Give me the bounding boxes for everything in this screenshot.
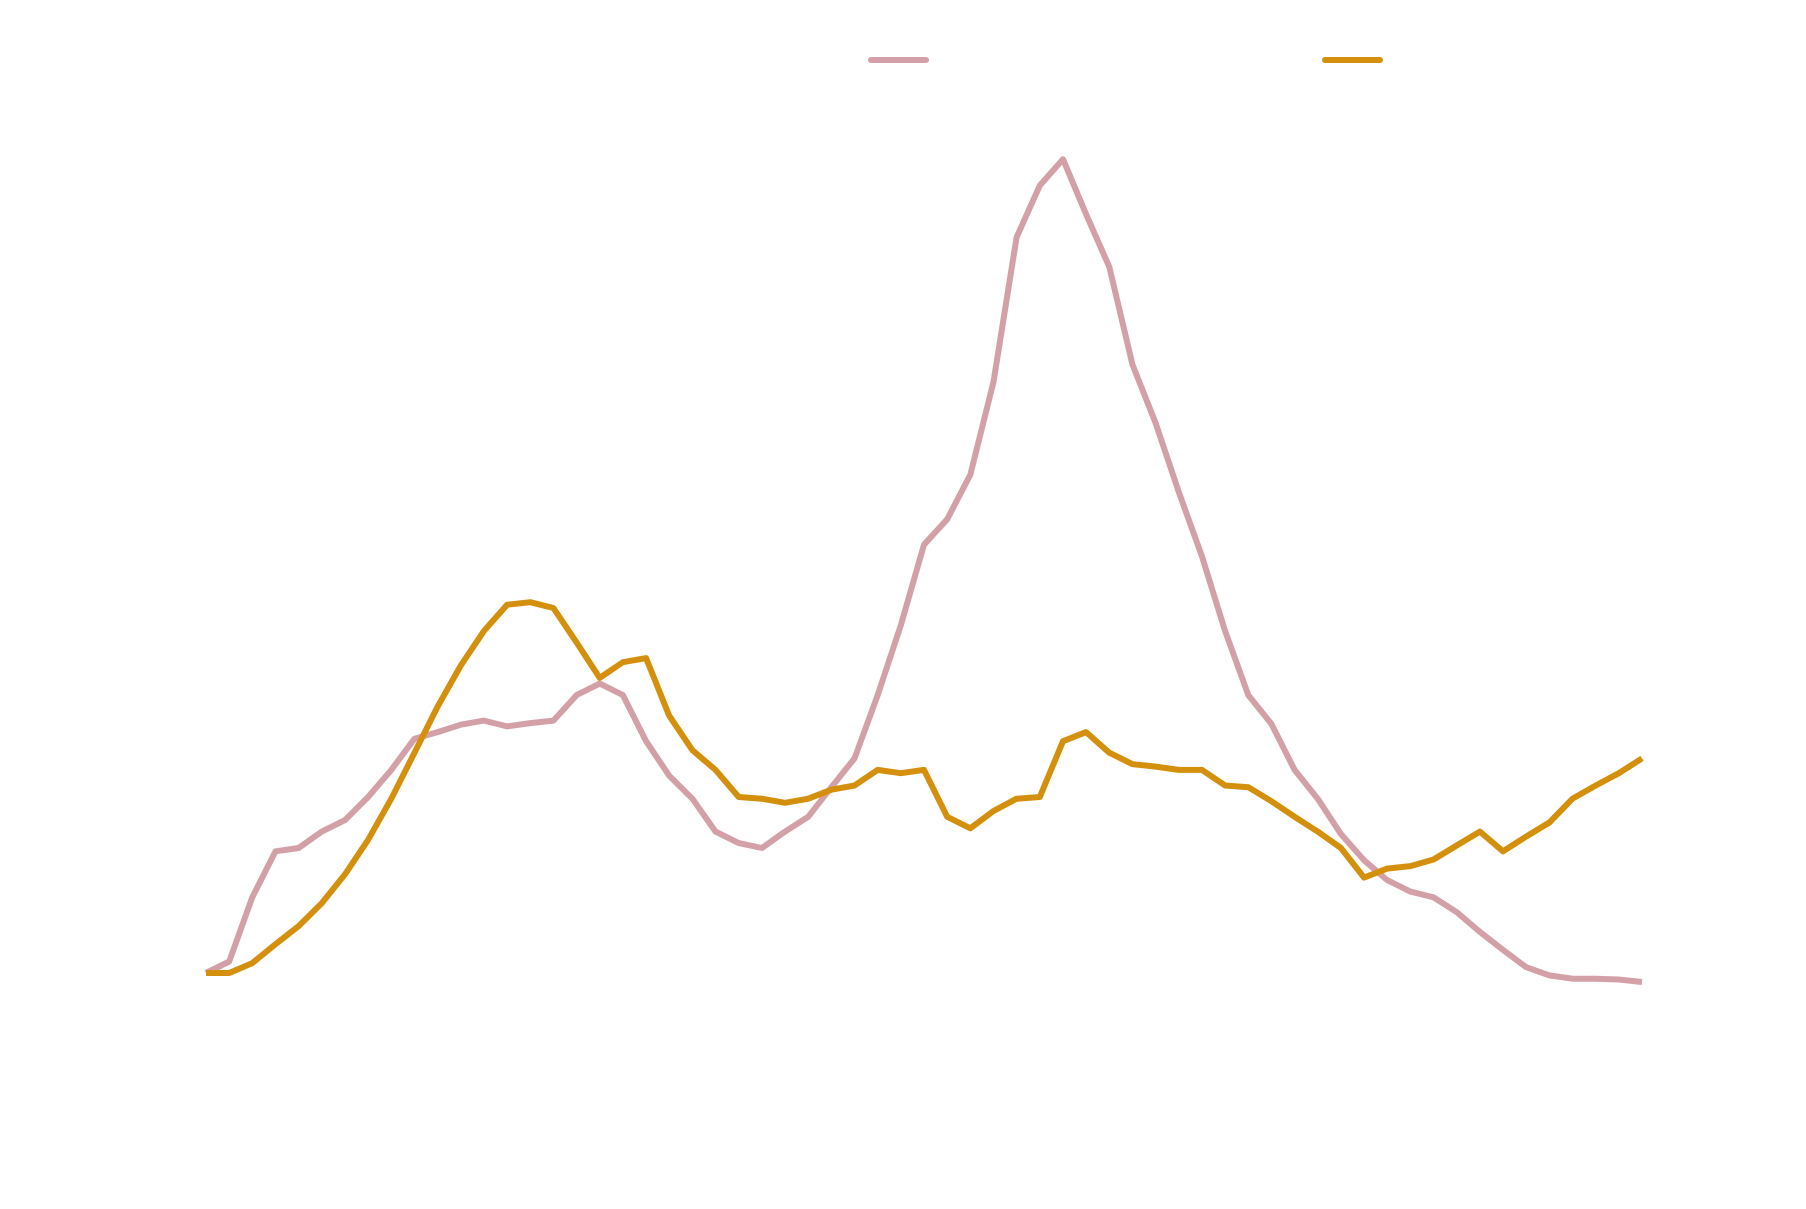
data-line (204, 156, 1643, 985)
data-line (206, 599, 1644, 976)
